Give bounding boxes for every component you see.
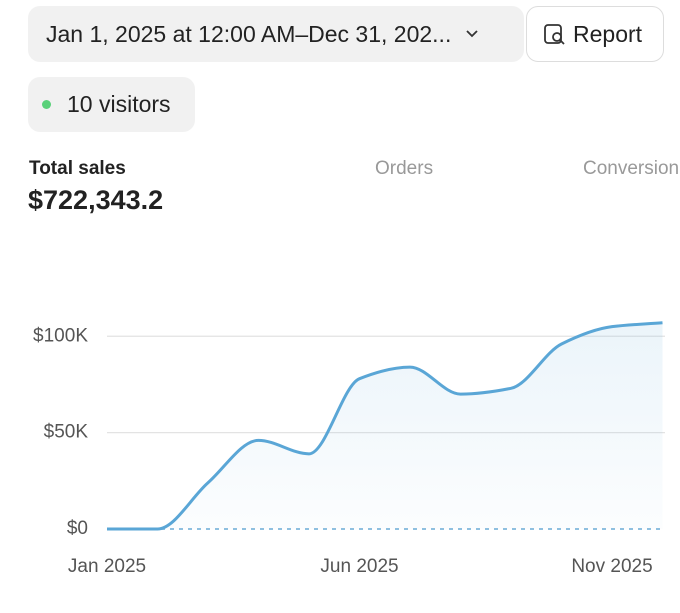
chevron-icon — [466, 30, 478, 38]
visitors-pill[interactable]: 10 visitors — [28, 77, 195, 132]
report-button[interactable]: Report — [526, 6, 664, 62]
metric-label[interactable]: Orders — [375, 158, 434, 179]
area — [107, 322, 663, 529]
x-tick-label: Jan 2025 — [68, 556, 146, 577]
y-tick-label: $50K — [44, 422, 89, 443]
report-icon — [544, 24, 565, 45]
y-tick-label: $100K — [33, 325, 88, 346]
status-dot — [42, 100, 51, 109]
metric-label[interactable]: Conversion — [583, 158, 680, 179]
metric-value: $722,343.2 — [28, 185, 164, 215]
date-range-button[interactable]: Jan 1, 2025 at 12:00 AM–Dec 31, 202... — [28, 6, 524, 62]
y-tick-label: $0 — [67, 518, 88, 539]
visitors-label: 10 visitors — [67, 91, 171, 117]
date-range: Jan 1, 2025 at 12:00 AM–Dec 31, 202... — [46, 20, 452, 47]
x-tick-label: Nov 2025 — [571, 556, 652, 577]
report-label: Report — [573, 20, 643, 47]
line — [107, 321, 663, 531]
metric-label[interactable]: Total sales — [29, 158, 126, 179]
x-tick-label: Jun 2025 — [320, 556, 398, 577]
